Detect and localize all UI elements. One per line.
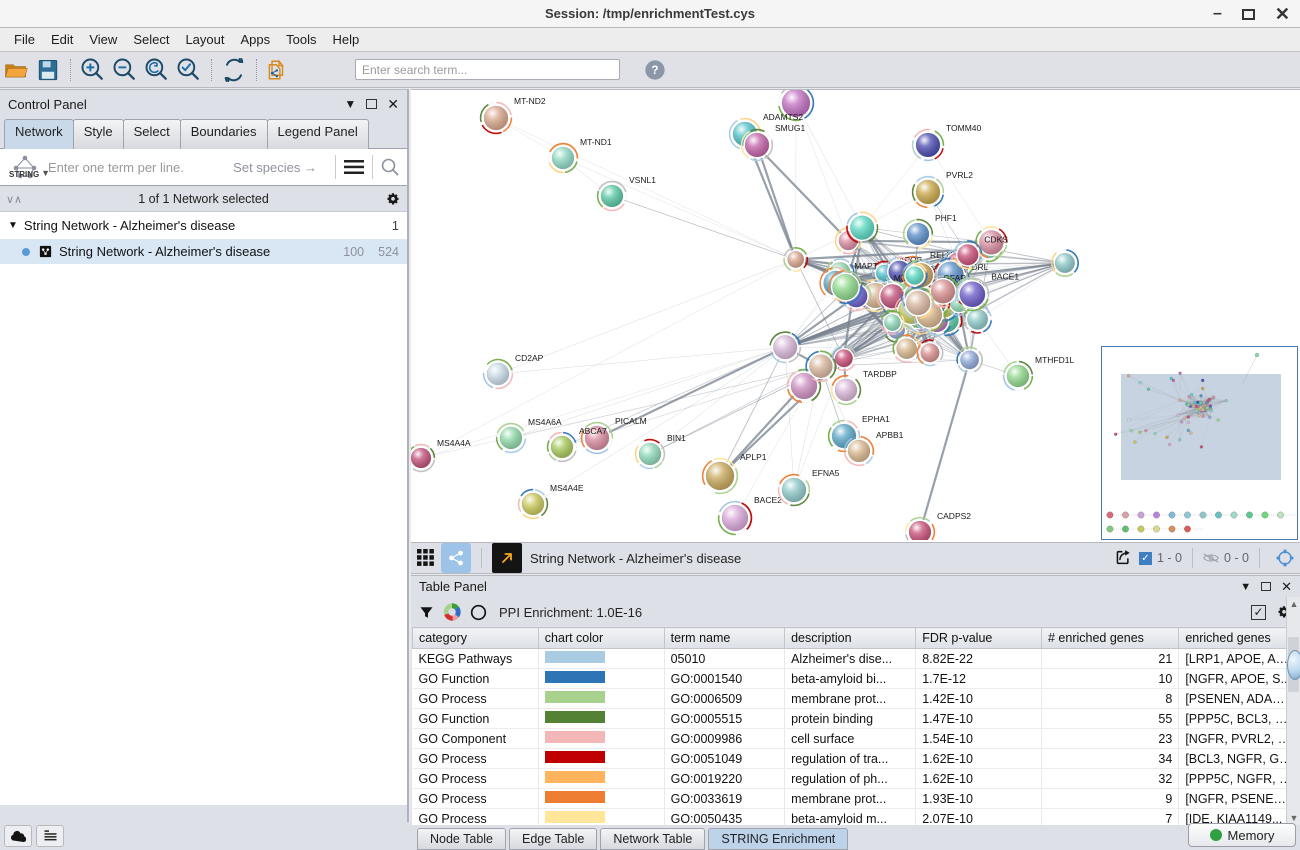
svg-text:VSNL1: VSNL1 <box>629 175 656 185</box>
svg-text:PHF1: PHF1 <box>935 213 957 223</box>
svg-text:MS4A6A: MS4A6A <box>528 417 562 427</box>
svg-text:PVRL2: PVRL2 <box>946 170 973 180</box>
svg-text:SMUG1: SMUG1 <box>775 123 806 133</box>
svg-text:TARDBP: TARDBP <box>863 369 897 379</box>
svg-text:EPHA1: EPHA1 <box>862 414 890 424</box>
svg-text:APBB1: APBB1 <box>876 430 904 440</box>
svg-text:TOMM40: TOMM40 <box>946 123 982 133</box>
svg-text:APLP1: APLP1 <box>740 452 767 462</box>
svg-text:?: ? <box>651 64 658 77</box>
svg-text:CD2AP: CD2AP <box>515 353 544 363</box>
svg-text:BACE1: BACE1 <box>991 272 1019 282</box>
svg-text:MTHFD1L: MTHFD1L <box>1035 355 1074 365</box>
svg-text:MT-ND1: MT-ND1 <box>580 137 612 147</box>
svg-text:BIN1: BIN1 <box>667 433 686 443</box>
svg-text:MS4A4A: MS4A4A <box>437 438 471 448</box>
svg-text:BACE2: BACE2 <box>754 495 782 505</box>
svg-text:PICALM: PICALM <box>615 416 647 426</box>
svg-text:ADAMTS2: ADAMTS2 <box>763 112 803 122</box>
svg-text:MS4A4E: MS4A4E <box>550 483 584 493</box>
svg-text:MAPT: MAPT <box>854 261 878 271</box>
svg-text:ABCA7: ABCA7 <box>579 426 607 436</box>
svg-text:CADPS2: CADPS2 <box>937 511 971 521</box>
svg-text:EFNA5: EFNA5 <box>812 468 840 478</box>
svg-text:CDKS: CDKS <box>984 234 1008 244</box>
svg-text:MT-ND2: MT-ND2 <box>514 96 546 106</box>
